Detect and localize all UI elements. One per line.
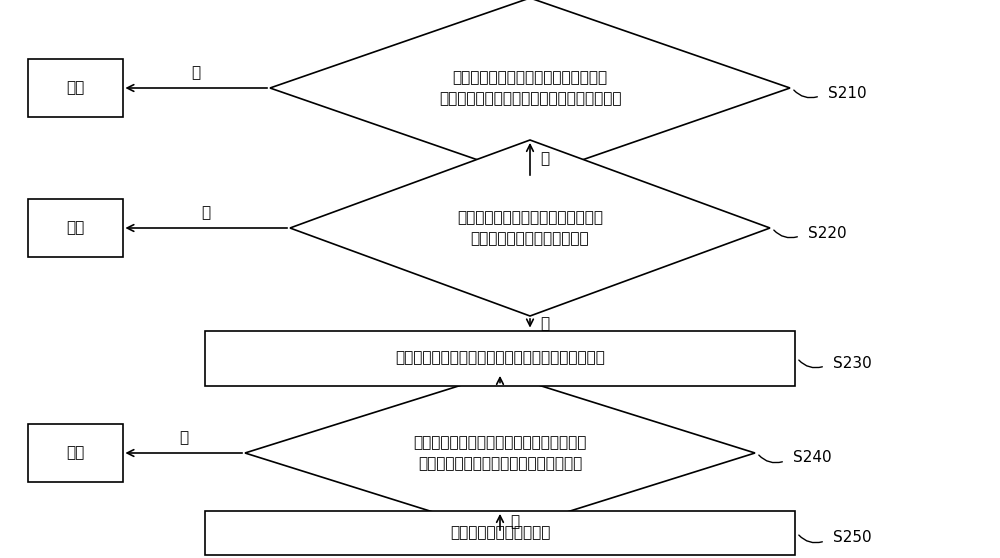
Polygon shape (270, 0, 790, 178)
Text: S230: S230 (833, 355, 872, 371)
Text: S210: S210 (828, 85, 867, 100)
Text: 跳出: 跳出 (66, 220, 84, 235)
Text: S220: S220 (808, 225, 847, 240)
Text: 跳出: 跳出 (66, 445, 84, 460)
Text: 跳出: 跳出 (66, 80, 84, 95)
Text: 当运输线单元上的样本架数量减少时，判断
样本架数量的减少是否属于正常调度情况: 当运输线单元上的样本架数量减少时，判断 样本架数量的减少是否属于正常调度情况 (413, 435, 587, 471)
Text: 否: 否 (510, 514, 519, 530)
Bar (28, 199, 122, 257)
Text: 是: 是 (540, 316, 549, 331)
Text: 否: 否 (202, 205, 211, 220)
Bar (28, 59, 122, 117)
Text: 判断被放入样本架的运输线单元上的
样本架的数量是否大于设定值: 判断被放入样本架的运输线单元上的 样本架的数量是否大于设定值 (457, 210, 603, 246)
Text: 记录样本架拿走事件信息: 记录样本架拿走事件信息 (450, 526, 550, 541)
Text: 是: 是 (179, 430, 188, 445)
Bar (205, 511, 795, 555)
Text: 控制所述运输线停止运输，输出拿走样本架提示信息: 控制所述运输线停止运输，输出拿走样本架提示信息 (395, 350, 605, 365)
Polygon shape (290, 140, 770, 316)
Text: S240: S240 (793, 450, 832, 465)
Polygon shape (245, 373, 755, 533)
Bar (28, 424, 122, 482)
Text: 当运输线单元上的样本架数量增加时，
判断样本架数量的增加是否属于正常调度情况: 当运输线单元上的样本架数量增加时， 判断样本架数量的增加是否属于正常调度情况 (439, 70, 621, 106)
Text: S250: S250 (833, 531, 872, 546)
Bar (205, 330, 795, 386)
Text: 否: 否 (540, 152, 549, 166)
Text: 是: 是 (192, 65, 201, 80)
